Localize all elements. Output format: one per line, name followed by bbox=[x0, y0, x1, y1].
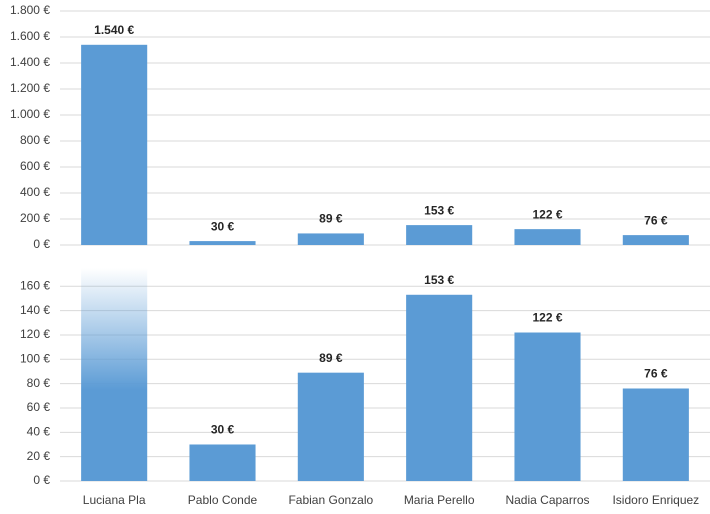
data-label: 153 € bbox=[424, 203, 454, 217]
data-label: 122 € bbox=[532, 207, 562, 221]
data-label: 76 € bbox=[644, 367, 668, 381]
bar bbox=[297, 233, 364, 245]
x-tick-label: Luciana Pla bbox=[83, 493, 146, 507]
bar bbox=[189, 444, 256, 481]
bar bbox=[622, 235, 689, 245]
x-tick-label: Nadia Caparros bbox=[505, 493, 589, 507]
y-tick-label: 60 € bbox=[27, 400, 51, 414]
bar bbox=[297, 372, 364, 481]
y-tick-label: 80 € bbox=[27, 376, 51, 390]
bar bbox=[81, 268, 148, 481]
bar bbox=[514, 332, 581, 481]
y-tick-label: 40 € bbox=[27, 424, 51, 438]
y-tick-label: 1.800 € bbox=[10, 3, 50, 17]
bar bbox=[406, 225, 473, 245]
y-tick-label: 0 € bbox=[33, 473, 50, 487]
bar bbox=[81, 44, 148, 245]
y-tick-label: 1.400 € bbox=[10, 55, 50, 69]
y-tick-label: 140 € bbox=[20, 303, 50, 317]
data-label: 30 € bbox=[211, 423, 235, 437]
y-tick-label: 20 € bbox=[27, 449, 51, 463]
y-tick-label: 120 € bbox=[20, 327, 50, 341]
data-label: 122 € bbox=[532, 311, 562, 325]
data-label: 1.540 € bbox=[94, 23, 134, 37]
bar bbox=[514, 229, 581, 245]
x-tick-label: Maria Perello bbox=[404, 493, 475, 507]
data-label: 30 € bbox=[211, 219, 235, 233]
y-tick-label: 800 € bbox=[20, 133, 50, 147]
data-label: 89 € bbox=[319, 212, 343, 226]
data-label: 153 € bbox=[424, 273, 454, 287]
bar bbox=[406, 294, 473, 481]
bar bbox=[622, 388, 689, 481]
x-tick-label: Pablo Conde bbox=[188, 493, 258, 507]
y-tick-label: 1.200 € bbox=[10, 81, 50, 95]
plot bbox=[81, 268, 689, 481]
y-tick-label: 200 € bbox=[20, 211, 50, 225]
data-label: 89 € bbox=[319, 351, 343, 365]
y-tick-label: 1.000 € bbox=[10, 107, 50, 121]
y-tick-label: 160 € bbox=[20, 278, 50, 292]
bar bbox=[189, 241, 256, 245]
x-tick-label: Isidoro Enriquez bbox=[612, 493, 699, 507]
y-tick-label: 400 € bbox=[20, 185, 50, 199]
x-tick-label: Fabian Gonzalo bbox=[288, 493, 373, 507]
y-tick-label: 0 € bbox=[33, 237, 50, 251]
plot bbox=[81, 44, 689, 245]
y-tick-label: 100 € bbox=[20, 351, 50, 365]
data-label: 76 € bbox=[644, 213, 668, 227]
y-tick-label: 600 € bbox=[20, 159, 50, 173]
y-tick-label: 1.600 € bbox=[10, 29, 50, 43]
